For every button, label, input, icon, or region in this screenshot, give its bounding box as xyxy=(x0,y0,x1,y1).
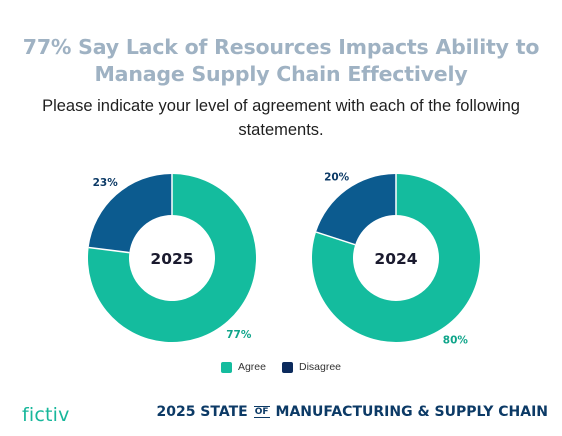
donut-2024-center-label: 2024 xyxy=(374,250,417,268)
legend-item-disagree: Disagree xyxy=(282,361,341,373)
footer-report-title: 2025 STATE OF MANUFACTURING & SUPPLY CHA… xyxy=(156,404,548,420)
subtitle-line-2: statements. xyxy=(238,121,324,139)
chart-title: 77% Say Lack of Resources Impacts Abilit… xyxy=(0,34,562,88)
title-line-1: 77% Say Lack of Resources Impacts Abilit… xyxy=(22,35,540,59)
donut-2025-label-disagree: 23% xyxy=(93,177,119,189)
donut-2024-separator-1 xyxy=(315,231,356,246)
donut-2024-slice-disagree xyxy=(316,174,396,245)
footer-suffix: MANUFACTURING & SUPPLY CHAIN xyxy=(275,404,548,420)
legend-label-agree: Agree xyxy=(237,361,266,373)
legend-swatch-agree xyxy=(220,361,232,373)
subtitle-line-1: Please indicate your level of agreement … xyxy=(42,97,520,115)
donut-charts-svg: 77% 23% 2025 80% 20% 2024 xyxy=(88,171,480,347)
footer-of: OF xyxy=(253,406,270,418)
legend-label-disagree: Disagree xyxy=(299,361,342,373)
donut-2024-label-disagree: 20% xyxy=(324,171,350,183)
fictiv-logo: fictiv xyxy=(22,404,70,426)
legend: Agree Disagree xyxy=(0,361,562,373)
donut-2024-slice-agree xyxy=(312,174,480,342)
legend-swatch-disagree xyxy=(282,361,293,373)
legend-item-agree: Agree xyxy=(220,361,266,373)
donut-charts-area: 77% 23% 2025 80% 20% 2024 xyxy=(0,160,562,360)
footer-prefix: 2025 STATE xyxy=(156,404,248,420)
chart-subtitle: Please indicate your level of agreement … xyxy=(40,94,522,142)
donut-2025-slice-agree xyxy=(88,174,257,342)
donut-2025-slice-disagree xyxy=(88,174,172,253)
donut-2024-label-agree: 80% xyxy=(443,335,469,347)
title-line-2: Manage Supply Chain Effectively xyxy=(94,62,468,86)
donut-2025-separator-1 xyxy=(88,246,130,254)
donut-2025-label-agree: 77% xyxy=(226,329,252,341)
donut-2025-center-label: 2025 xyxy=(150,250,193,268)
